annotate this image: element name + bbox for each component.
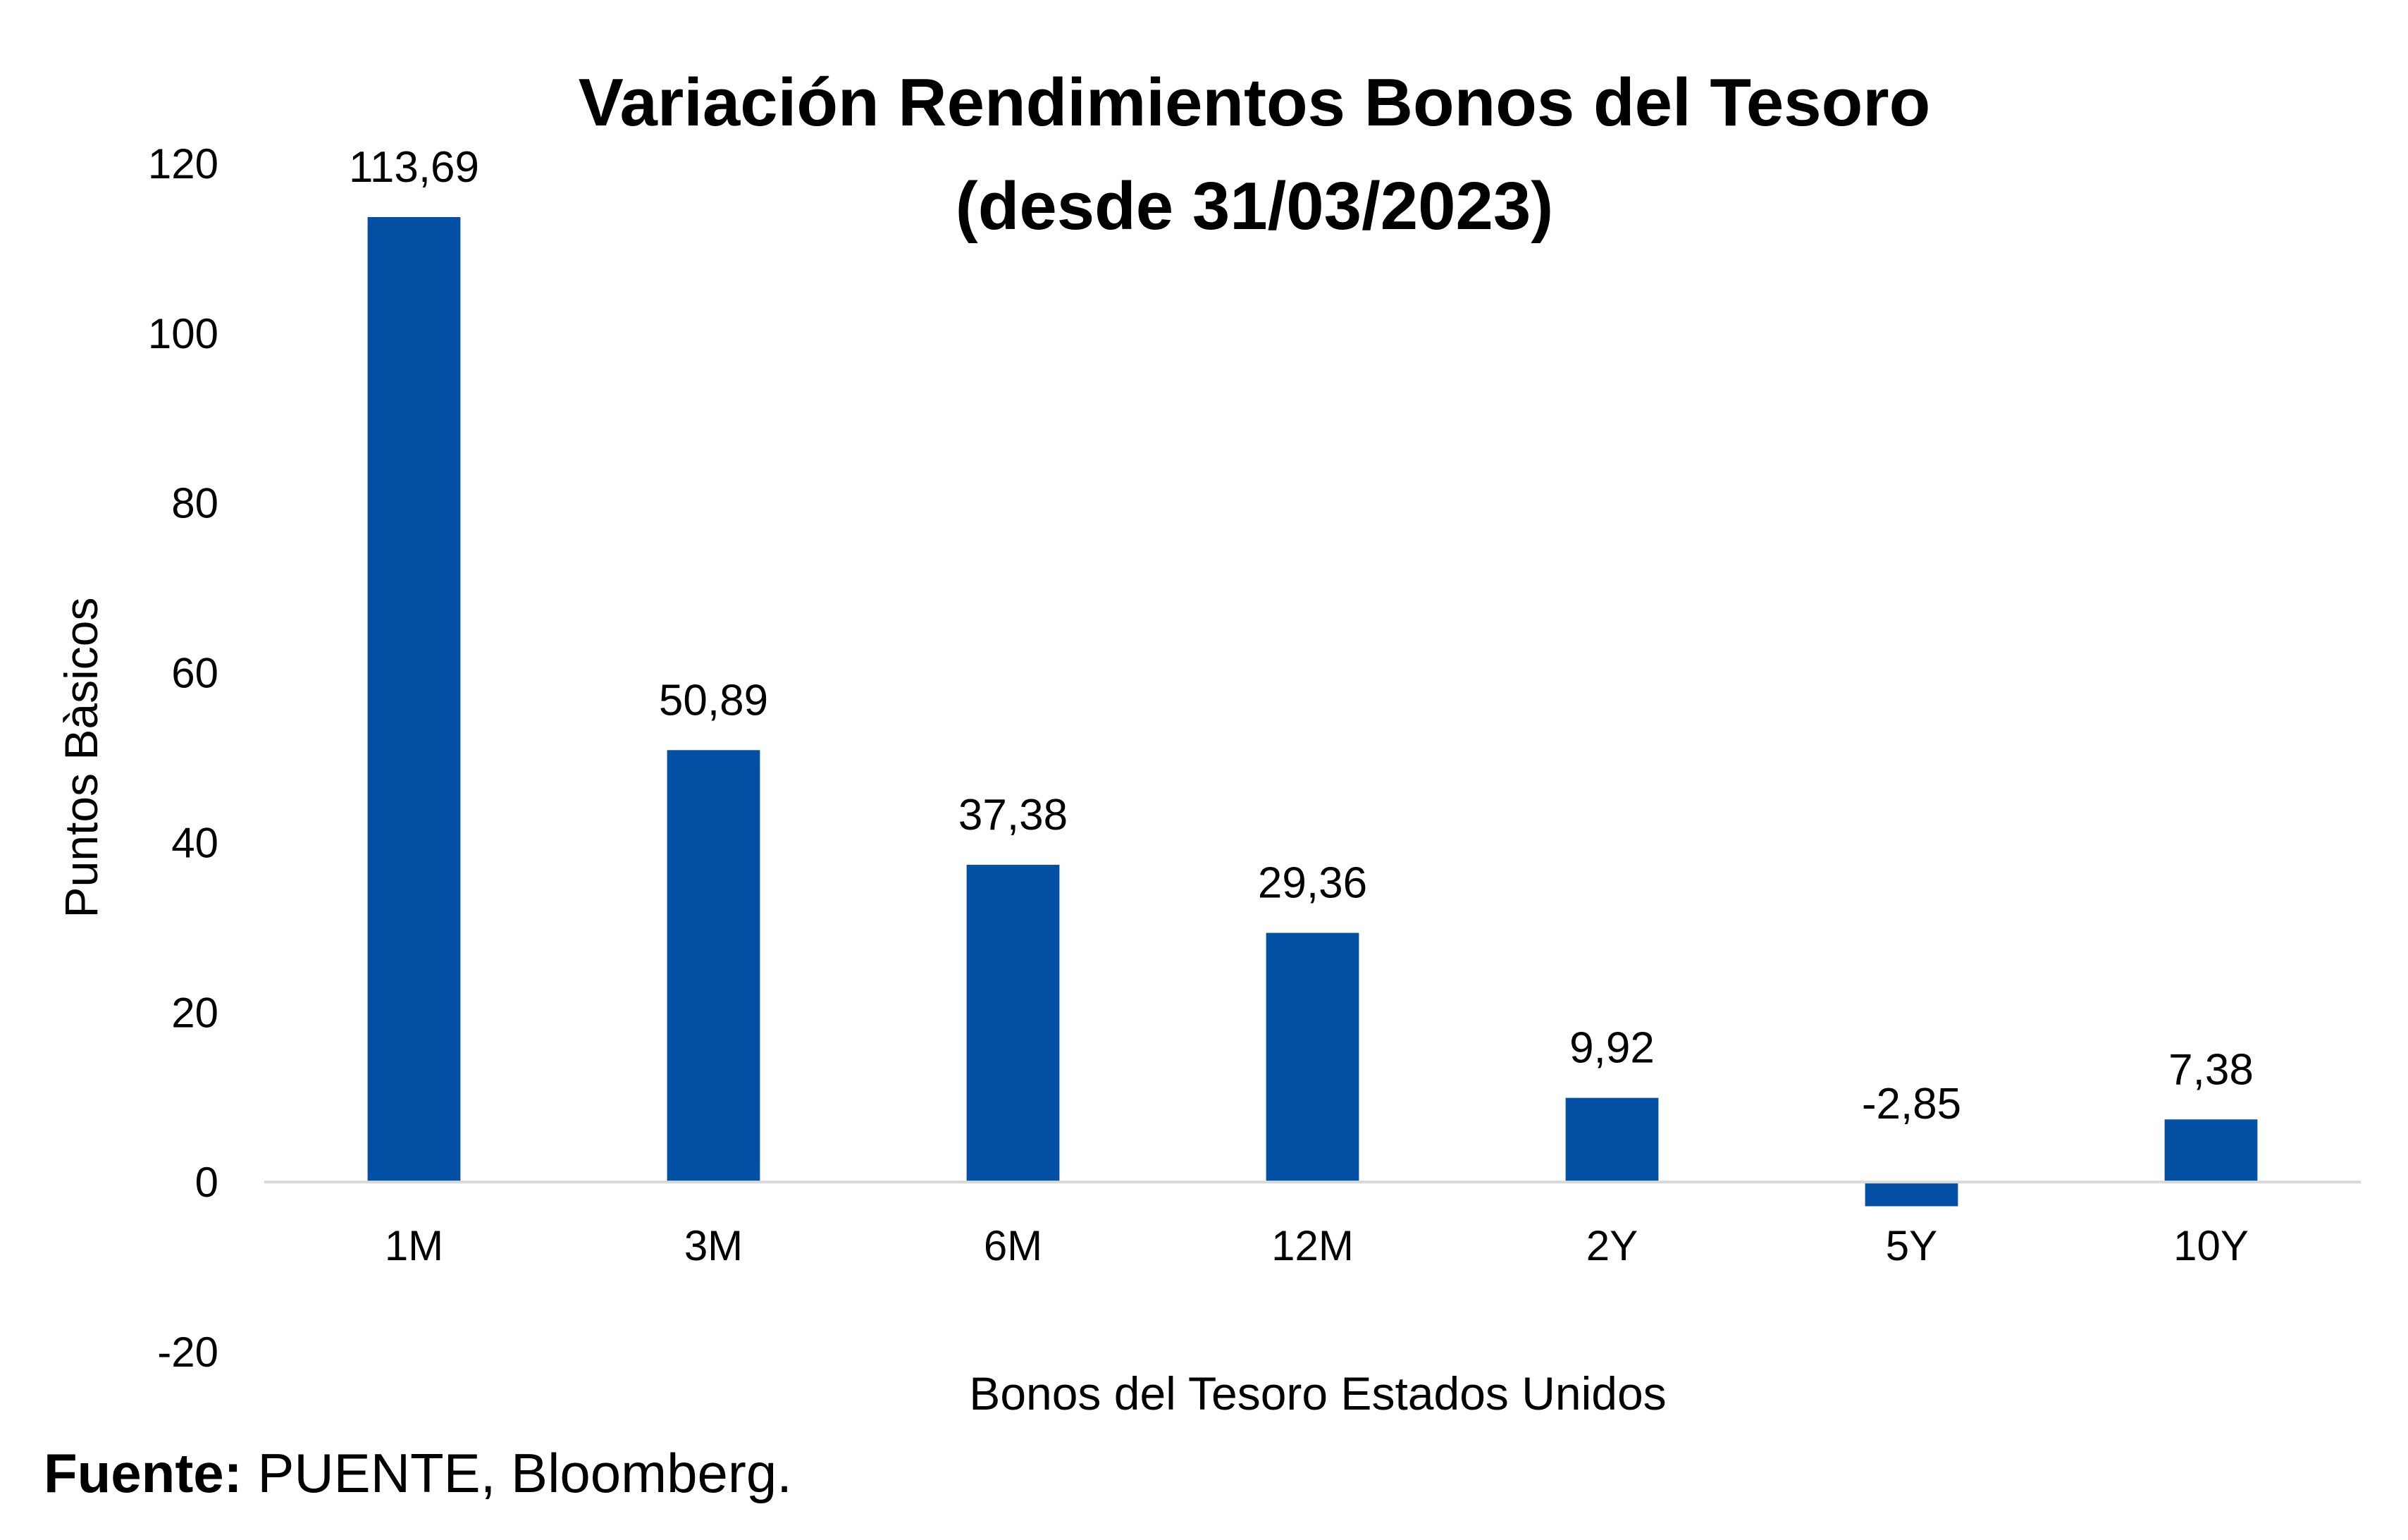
- source-label: Fuente:: [44, 1442, 242, 1504]
- x-axis-label: Bonos del Tesoro Estados Unidos: [969, 1367, 1666, 1419]
- y-axis-ticks: -20 0 20 40 60 80 100 120: [148, 140, 218, 1376]
- x-tick-label: 5Y: [1886, 1222, 1937, 1269]
- x-tick-label: 3M: [684, 1222, 743, 1269]
- y-tick-label: 20: [171, 989, 218, 1036]
- x-tick-label: 12M: [1271, 1222, 1354, 1269]
- chart-subtitle: (desde 31/03/2023): [956, 168, 1554, 244]
- bar-3m: [667, 750, 760, 1183]
- x-tick-label: 10Y: [2173, 1222, 2249, 1269]
- data-label: 37,38: [958, 791, 1068, 839]
- bar-1m: [367, 216, 461, 1183]
- data-label: 9,92: [1569, 1024, 1655, 1073]
- bar-2y: [1565, 1097, 1659, 1183]
- y-axis-label: Puntos Bàsicos: [55, 598, 107, 918]
- bar-5y: [1865, 1182, 1958, 1207]
- data-label: -2,85: [1862, 1080, 1961, 1128]
- y-tick-label: 0: [195, 1159, 218, 1206]
- x-tick-label: 2Y: [1586, 1222, 1638, 1269]
- bar-12m: [1266, 932, 1359, 1183]
- bars-group: [367, 216, 2258, 1207]
- y-tick-label: 100: [148, 310, 218, 357]
- data-label: 50,89: [659, 676, 768, 725]
- y-tick-label: 60: [171, 650, 218, 697]
- y-tick-label: -20: [157, 1329, 218, 1376]
- x-tick-label: 6M: [984, 1222, 1042, 1269]
- x-tick-label: 1M: [385, 1222, 443, 1269]
- y-tick-label: 40: [171, 819, 218, 866]
- bar-10y: [2164, 1119, 2258, 1183]
- source-note: Fuente: PUENTE, Bloomberg.: [44, 1441, 792, 1505]
- data-labels: 113,69 50,89 37,38 29,36 9,92 -2,85 7,38: [349, 143, 2254, 1128]
- data-label: 29,36: [1258, 859, 1367, 908]
- y-tick-label: 80: [171, 480, 218, 527]
- bar-6m: [966, 864, 1060, 1183]
- source-text: PUENTE, Bloomberg.: [242, 1442, 792, 1504]
- y-tick-label: 120: [148, 140, 218, 187]
- data-label: 7,38: [2168, 1045, 2254, 1094]
- data-label: 113,69: [349, 143, 479, 192]
- chart-title: Variación Rendimientos Bonos del Tesoro: [579, 65, 1931, 140]
- x-axis-ticks: 1M 3M 6M 12M 2Y 5Y 10Y: [385, 1222, 2249, 1269]
